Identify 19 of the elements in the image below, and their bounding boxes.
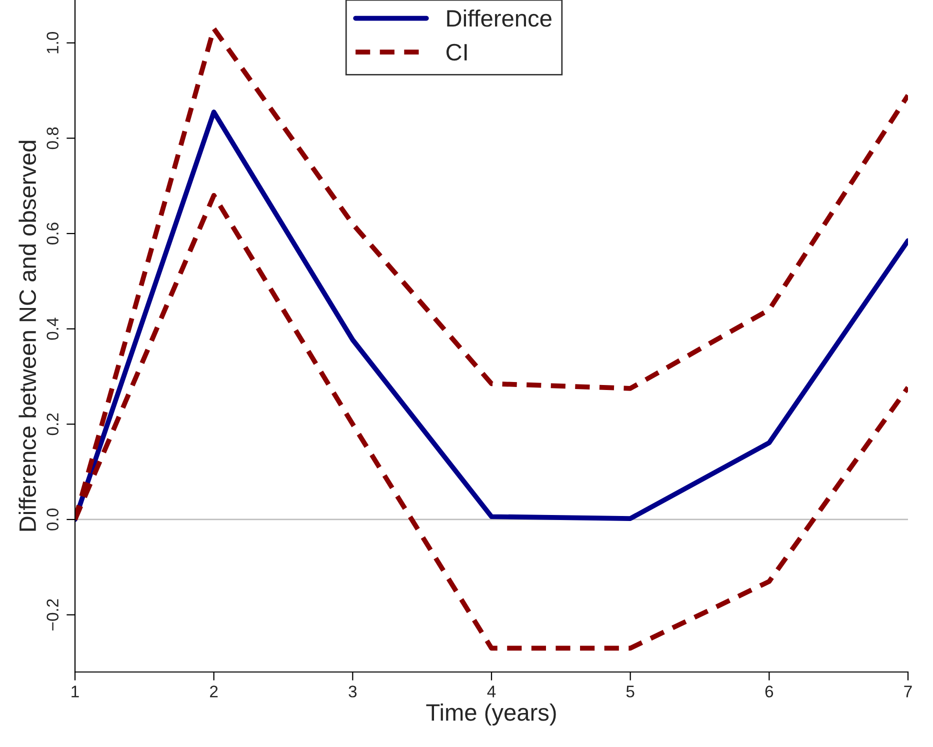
- x-tick-label: 6: [765, 686, 774, 698]
- y-tick-label: 0.8: [46, 127, 59, 150]
- x-tick-label: 2: [210, 686, 218, 698]
- legend-label: Difference: [447, 9, 552, 27]
- x-tick-label: 1: [72, 686, 79, 698]
- y-tick-label: 0.0: [46, 508, 59, 530]
- y-tick-label: 1.0: [46, 32, 59, 54]
- x-tick-label: 5: [626, 686, 634, 698]
- x-tick-label: 3: [348, 686, 357, 698]
- legend-label: CI: [446, 44, 467, 61]
- y-tick-label: 0.6: [46, 222, 59, 244]
- y-tick-label: −0.2: [46, 599, 59, 630]
- x-tick-label: 7: [904, 686, 912, 698]
- x-tick-label: 4: [487, 686, 496, 698]
- x-axis-title: Time (years): [426, 704, 556, 726]
- y-axis-title: Difference between NC and observed: [18, 140, 36, 531]
- y-tick-label: 0.2: [46, 413, 59, 436]
- y-tick-label: 0.4: [46, 318, 59, 340]
- line-series: [75, 110, 908, 522]
